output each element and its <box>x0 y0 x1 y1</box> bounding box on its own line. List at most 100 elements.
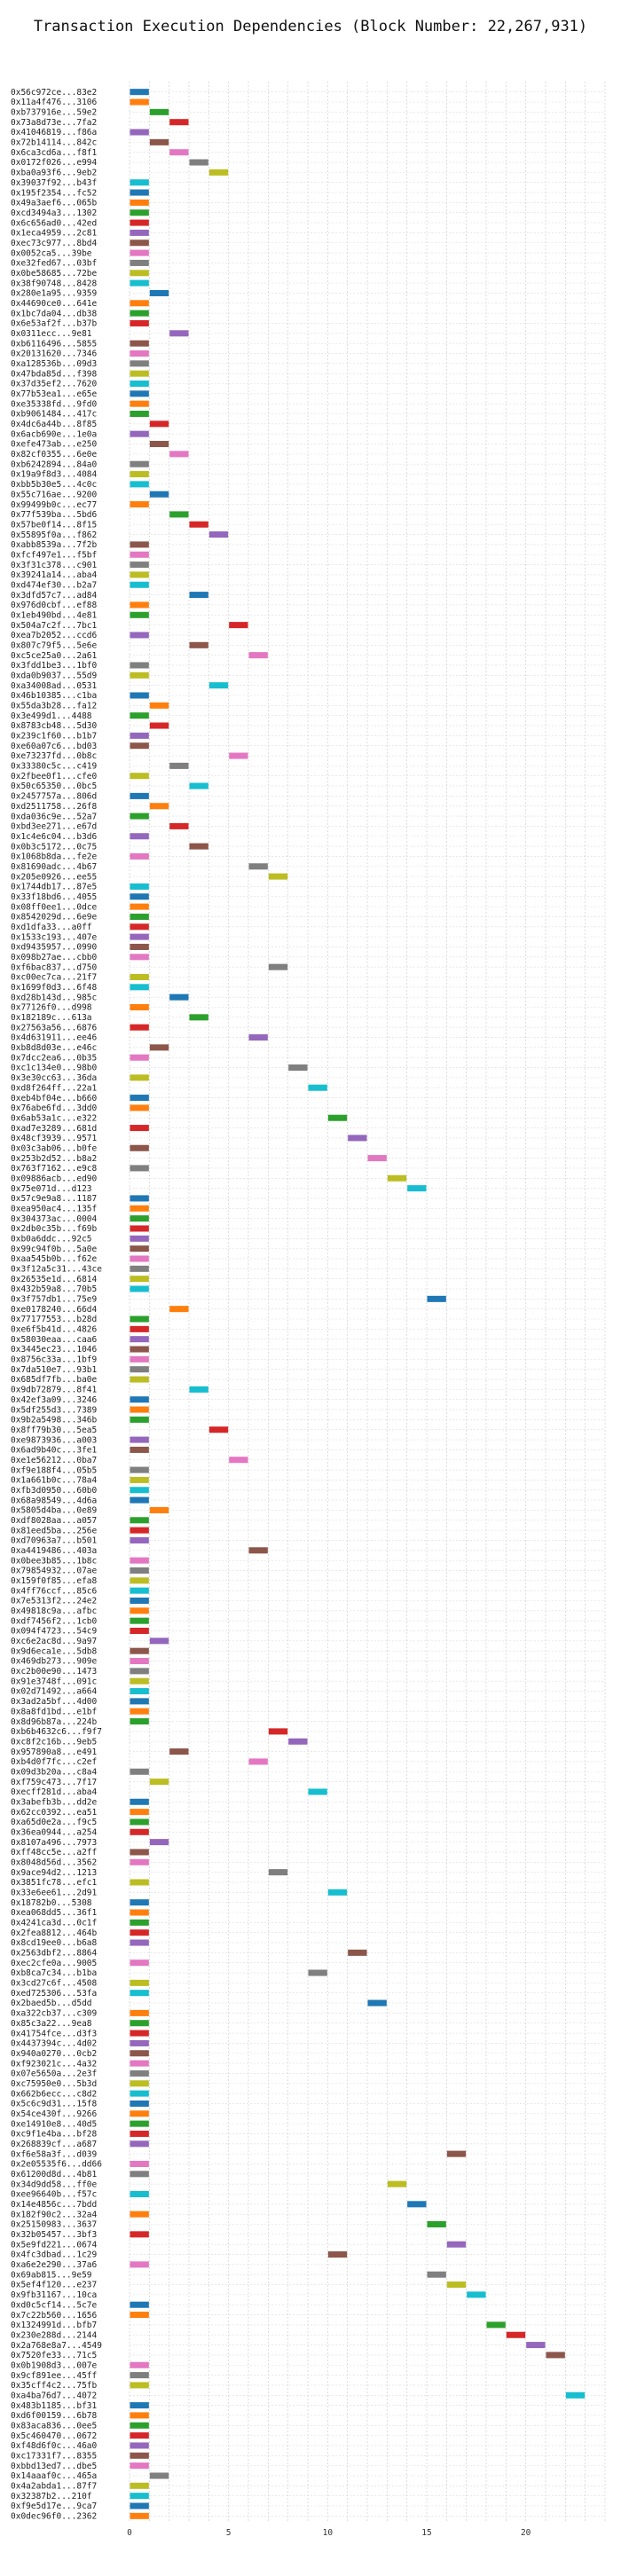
row-label: 0x483b1185...bf31 <box>11 2401 98 2411</box>
row-label: 0xf9e5d17e...9ca7 <box>11 2501 97 2511</box>
row-label: 0x280e1a95...9359 <box>11 289 98 299</box>
row-label: 0x73a8d73e...7fa2 <box>11 118 97 128</box>
row-label: 0x38f90748...8428 <box>11 279 98 288</box>
bar <box>130 792 149 799</box>
bar <box>149 1779 169 1786</box>
row-label: 0x82cf0355...6e0e <box>11 450 98 459</box>
bar <box>149 722 169 729</box>
grid-layer <box>129 82 606 2521</box>
row-label: 0xf48d6f0c...46a0 <box>11 2441 98 2451</box>
row-label: 0x0be58685...72be <box>11 269 98 279</box>
row-label: 0x83aca836...0ee5 <box>11 2421 97 2431</box>
row-label: 0x3e499d1...4488 <box>11 711 92 721</box>
row-label: 0x57be0f14...8f15 <box>11 520 97 530</box>
bar <box>130 2301 149 2308</box>
row-label: 0xd8f264ff...22a1 <box>11 1083 98 1093</box>
bar <box>130 1979 149 1986</box>
bar <box>130 662 149 669</box>
row-label: 0xa128536b...09d3 <box>11 359 97 369</box>
row-label: 0x3f31c378...c901 <box>11 561 98 570</box>
bar <box>130 1024 149 1031</box>
bar <box>189 1386 208 1393</box>
bar <box>130 1959 149 1967</box>
row-label: 0x182f90c2...32a4 <box>11 2210 98 2219</box>
bar <box>169 1306 189 1313</box>
row-label: 0x9d6eca1e...5db8 <box>11 1646 98 1656</box>
bar <box>130 1658 149 1665</box>
bar <box>130 1698 149 1705</box>
row-label: 0x763f7162...e9c8 <box>11 1164 98 1174</box>
bar <box>149 2472 169 2479</box>
row-label: 0xecff281d...aba4 <box>11 1787 98 1797</box>
row-label: 0x09d3b20a...c8a4 <box>11 1767 98 1777</box>
bar <box>130 2372 149 2379</box>
row-label: 0x7c22b560...1656 <box>11 2311 98 2321</box>
bar <box>130 1858 149 1865</box>
row-label: 0x9b2a5498...346b <box>11 1416 98 1425</box>
row-label: 0xd6f00159...6b78 <box>11 2411 98 2421</box>
row-label: 0xea950ac4...135f <box>11 1204 97 1213</box>
row-label: 0x57c9e9a8...1187 <box>11 1194 97 1204</box>
bar <box>130 632 149 639</box>
bar <box>565 2391 586 2399</box>
bar <box>130 1929 149 1936</box>
bar <box>130 813 149 820</box>
bar <box>189 521 208 528</box>
bar <box>130 541 149 548</box>
bar <box>169 119 189 126</box>
row-label: 0x8048d56d...3562 <box>11 1858 97 1868</box>
bar <box>169 330 189 337</box>
row-label: 0x0bee3b85...1b8c <box>11 1556 97 1566</box>
bar <box>130 1436 149 1443</box>
row-label: 0x4fc3dbad...1c29 <box>11 2250 98 2260</box>
bar <box>308 1788 327 1795</box>
row-label: 0x37d35ef2...7620 <box>11 380 98 389</box>
row-label: 0x14aaaf0c...465a <box>11 2471 97 2481</box>
row-label: 0xd0c5cf14...5c7e <box>11 2300 98 2310</box>
row-label: 0x9ace94d2...1213 <box>11 1868 97 1878</box>
row-label: 0x3fdd1be3...1bf0 <box>11 661 98 671</box>
bar <box>130 1396 149 1403</box>
row-label: 0x1eb490bd...4e81 <box>11 610 98 620</box>
bar <box>130 2050 149 2057</box>
bar <box>130 249 149 256</box>
bar <box>387 2180 407 2187</box>
row-label: 0xf6e58a3f...d039 <box>11 2149 98 2159</box>
bar <box>130 2361 149 2368</box>
row-label: 0x1eca4959...2c81 <box>11 229 98 239</box>
bar <box>130 380 149 388</box>
bar <box>130 773 149 780</box>
row-label: 0xad7e3289...681d <box>11 1124 97 1134</box>
row-label: 0xda036c9e...52a7 <box>11 812 97 821</box>
row-label: 0xc1c134e0...98b0 <box>11 1064 98 1073</box>
row-label: 0xd28b143d...985c <box>11 993 97 1002</box>
chart-title: Transaction Execution Dependencies (Bloc… <box>33 18 588 35</box>
bar <box>130 1074 149 1081</box>
row-label: 0x4a2abda1...87f7 <box>11 2482 97 2492</box>
bar <box>130 2432 149 2439</box>
row-label: 0x1744db17...87e5 <box>11 883 97 892</box>
row-label: 0x25150983...3637 <box>11 2220 97 2230</box>
row-label: 0x239c1f60...b1b7 <box>11 732 97 742</box>
bar <box>130 2090 149 2097</box>
bar <box>130 349 149 357</box>
bar <box>130 1265 149 1272</box>
row-label: 0x5ef4f120...e237 <box>11 2281 97 2290</box>
row-label: 0x2fbee0f1...cfe0 <box>11 772 98 781</box>
row-label: 0xdf7456f2...1cb0 <box>11 1616 98 1626</box>
row-label: 0x1068b8da...fe2e <box>11 852 98 862</box>
row-label: 0xd70963a7...b501 <box>11 1536 98 1546</box>
bar <box>169 1748 189 1755</box>
row-label: 0xfcf497e1...f5bf <box>11 550 97 560</box>
row-label: 0xec2cfe0a...9005 <box>11 1959 97 1968</box>
row-label: 0x19a9f8d3...4084 <box>11 470 98 480</box>
row-label: 0x469db273...909e <box>11 1657 98 1667</box>
bar <box>367 1155 387 1162</box>
bar <box>189 641 208 648</box>
bar <box>130 1104 149 1111</box>
row-label: 0x09886acb...ed90 <box>11 1174 98 1183</box>
bar <box>546 2352 565 2359</box>
row-label: 0x39037f92...b43f <box>11 178 97 188</box>
row-label: 0x41046819...f86a <box>11 128 97 137</box>
row-label: 0x662b6ecc...c8d2 <box>11 2089 97 2099</box>
